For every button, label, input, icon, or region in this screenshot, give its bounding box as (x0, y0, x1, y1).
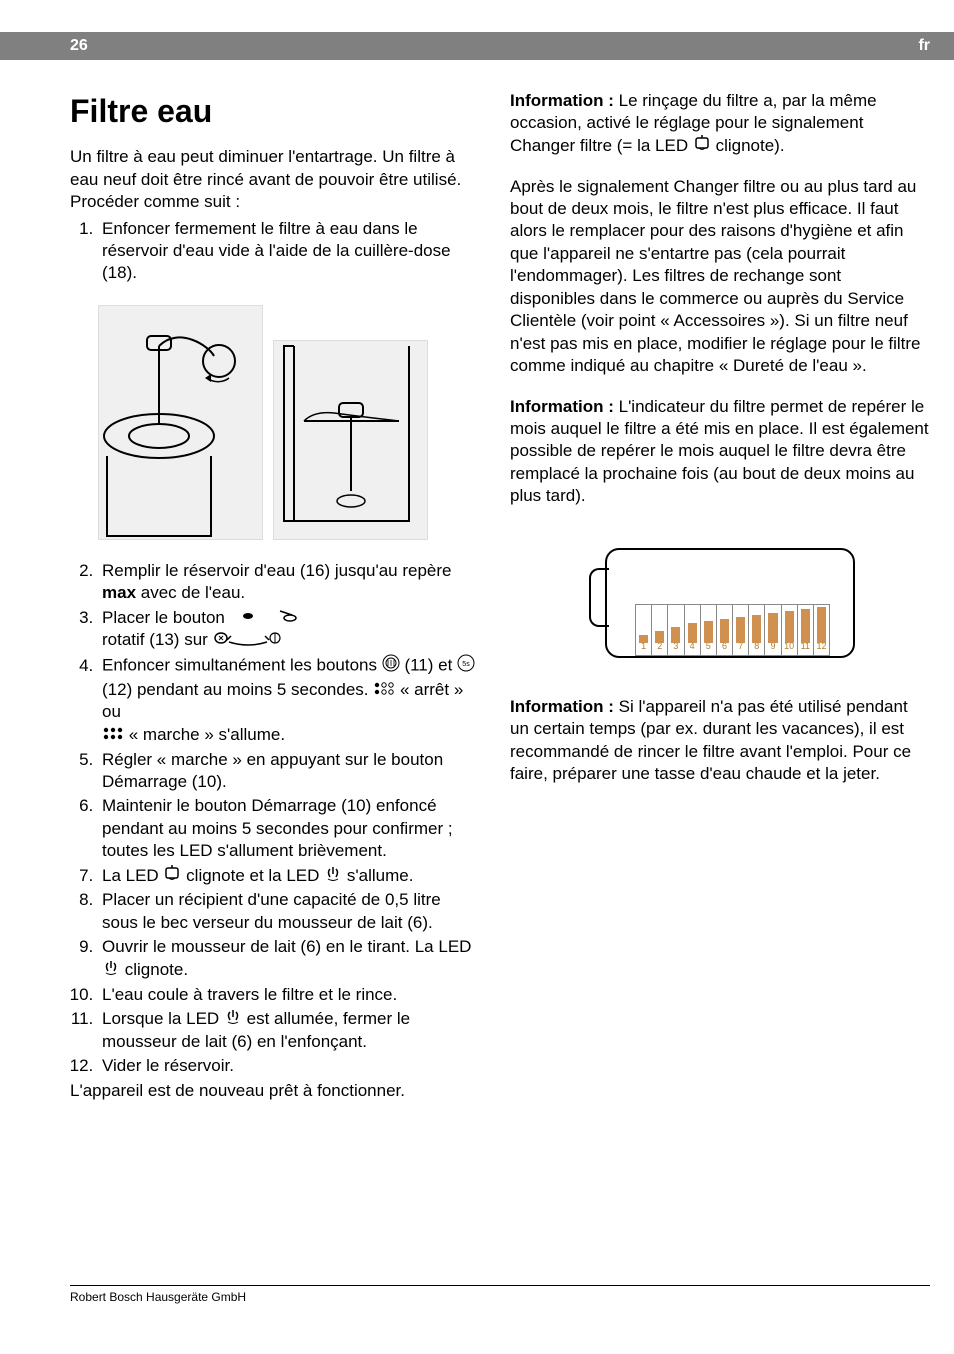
step-8: Placer un récipient d'une capacité de 0,… (98, 889, 480, 934)
step-6: Maintenir le bouton Démarrage (10) enfon… (98, 795, 480, 862)
illustration-row (98, 305, 480, 540)
info-2: Information : L'indicateur du filtre per… (510, 396, 930, 508)
filter-scale-cell: 11 (798, 605, 814, 655)
svg-text:5s: 5s (462, 661, 470, 668)
rotary-dial-icon (213, 630, 283, 652)
footer-text: Robert Bosch Hausgeräte GmbH (70, 1290, 246, 1304)
filter-insert-illustration (98, 305, 263, 540)
power-led-icon-2 (102, 959, 120, 981)
page-title: Filtre eau (70, 90, 480, 132)
filter-scale-cell: 1 (636, 605, 652, 655)
column-right: Information : Le rinçage du filtre a, pa… (510, 90, 930, 1106)
content-columns: Filtre eau Un filtre à eau peut diminuer… (70, 90, 930, 1106)
language-code: fr (918, 37, 930, 55)
para-2: Après le signalement Changer filtre ou a… (510, 176, 930, 378)
step-12: Vider le réservoir. (98, 1055, 480, 1077)
filter-scale-cell: 7 (733, 605, 749, 655)
filter-scale-cell: 3 (668, 605, 684, 655)
steps-list-continued: Remplir le réservoir d'eau (16) jusqu'au… (70, 560, 480, 1078)
footer: Robert Bosch Hausgeräte GmbH (70, 1285, 930, 1304)
filter-scale-cell: 9 (765, 605, 781, 655)
filter-led-icon-r1 (693, 135, 711, 157)
info-1: Information : Le rinçage du filtre a, pa… (510, 90, 930, 158)
rotary-top-icon (240, 607, 300, 629)
button-b-icon: 5s (457, 654, 475, 678)
step-2: Remplir le réservoir d'eau (16) jusqu'au… (98, 560, 480, 605)
page-number: 26 (70, 37, 88, 55)
filter-led-icon (163, 865, 181, 887)
step-10: L'eau coule à travers le filtre et le ri… (98, 984, 480, 1006)
filter-scale-cell: 10 (782, 605, 798, 655)
filter-scale: 123456789101112 (635, 604, 830, 656)
step-4: Enfoncer simultanément les boutons (11) … (98, 654, 480, 746)
step-5: Régler « marche » en appuyant sur le bou… (98, 749, 480, 794)
dots-pattern-2-icon (102, 724, 124, 746)
power-led-icon (324, 865, 342, 887)
power-led-icon-3 (224, 1008, 242, 1030)
step-11: Lorsque la LED est allumée, fermer le mo… (98, 1008, 480, 1053)
header-bar: 26 fr (0, 32, 954, 60)
filter-scale-cell: 8 (749, 605, 765, 655)
step-3: Placer le bouton rotatif (13) sur (98, 607, 480, 652)
filter-scale-cell: 2 (652, 605, 668, 655)
filter-scale-cell: 6 (717, 605, 733, 655)
button-a-icon (382, 654, 400, 678)
filter-scale-cell: 5 (701, 605, 717, 655)
filter-scale-cell: 4 (685, 605, 701, 655)
filter-indicator-illustration: 123456789101112 (585, 528, 855, 678)
reservoir-illustration (273, 340, 428, 540)
step-1: Enfoncer fermement le filtre à eau dans … (98, 218, 480, 285)
column-left: Filtre eau Un filtre à eau peut diminuer… (70, 90, 480, 1106)
dots-pattern-1-icon (373, 679, 395, 701)
step-9: Ouvrir le mousseur de lait (6) en le tir… (98, 936, 480, 981)
info-3: Information : Si l'appareil n'a pas été … (510, 696, 930, 786)
step-7: La LED clignote et la LED s'allume. (98, 865, 480, 888)
filter-scale-cell: 12 (814, 605, 829, 655)
steps-list-top: Enfoncer fermement le filtre à eau dans … (70, 218, 480, 285)
intro-text: Un filtre à eau peut diminuer l'entartra… (70, 146, 480, 213)
outro-text: L'appareil est de nouveau prêt à fonctio… (70, 1080, 480, 1102)
